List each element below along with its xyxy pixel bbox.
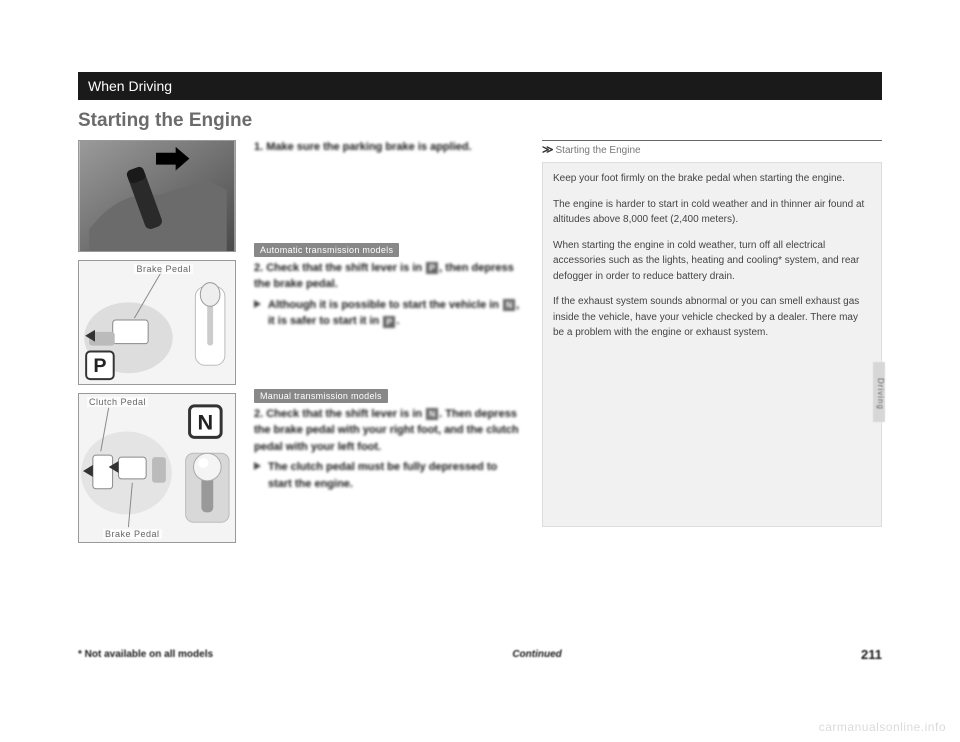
figure-manual-pedal: Clutch Pedal Brake Pedal	[78, 393, 236, 543]
clutch-pedal-label: Clutch Pedal	[87, 397, 148, 407]
page-footer: * Not available on all models Continued …	[78, 647, 882, 662]
sidebar-column: ≫Starting the Engine Keep your foot firm…	[542, 140, 882, 543]
gear-n-icon-2: N	[426, 408, 438, 420]
gear-p-icon: P	[426, 262, 438, 274]
chapter-title: When Driving	[88, 78, 172, 94]
sidebar-title: Starting the Engine	[556, 145, 641, 156]
section-title: Starting the Engine	[78, 110, 882, 132]
steps-column: 1. Make sure the parking brake is applie…	[254, 140, 524, 543]
note-p1: Keep your foot firmly on the brake pedal…	[553, 171, 871, 187]
figure-parking-brake	[78, 140, 236, 252]
step-1: 1. Make sure the parking brake is applie…	[254, 140, 524, 156]
chapter-header: When Driving	[78, 72, 882, 100]
auto-step-2: 2. Check that the shift lever is in P, t…	[254, 260, 524, 293]
brake-pedal-label-2: Brake Pedal	[103, 529, 162, 539]
brake-pedal-label: Brake Pedal	[134, 264, 193, 274]
figures-column: Brake Pedal P Clu	[78, 140, 236, 543]
page-number: 211	[861, 647, 882, 662]
note-symbol-icon: ≫	[542, 144, 554, 156]
continued-label: Continued	[512, 649, 561, 660]
manual-bullet: The clutch pedal must be fully depressed…	[254, 459, 524, 492]
figure-auto-pedal: Brake Pedal P	[78, 260, 236, 385]
auto-bullet: Although it is possible to start the veh…	[254, 297, 524, 330]
side-tab: Driving	[873, 362, 885, 422]
watermark: carmanualsonline.info	[819, 720, 946, 734]
svg-text:N: N	[198, 410, 214, 435]
svg-text:P: P	[93, 355, 106, 377]
note-p3: When starting the engine in cold weather…	[553, 238, 871, 285]
gear-p-icon-2: P	[383, 316, 395, 328]
note-box: Keep your foot firmly on the brake pedal…	[542, 162, 882, 527]
note-p2: The engine is harder to start in cold we…	[553, 197, 871, 228]
auto-transmission-badge: Automatic transmission models	[254, 243, 399, 257]
gear-n-icon: N	[503, 299, 515, 311]
sidebar-note-header: ≫Starting the Engine	[542, 140, 882, 156]
manual-step-2: 2. Check that the shift lever is in N. T…	[254, 406, 524, 456]
note-p4: If the exhaust system sounds abnormal or…	[553, 294, 871, 341]
main-columns: Brake Pedal P Clu	[78, 140, 882, 543]
page-content: When Driving Starting the Engine	[78, 72, 882, 662]
manual-transmission-badge: Manual transmission models	[254, 389, 388, 403]
footnote: * Not available on all models	[78, 649, 213, 660]
